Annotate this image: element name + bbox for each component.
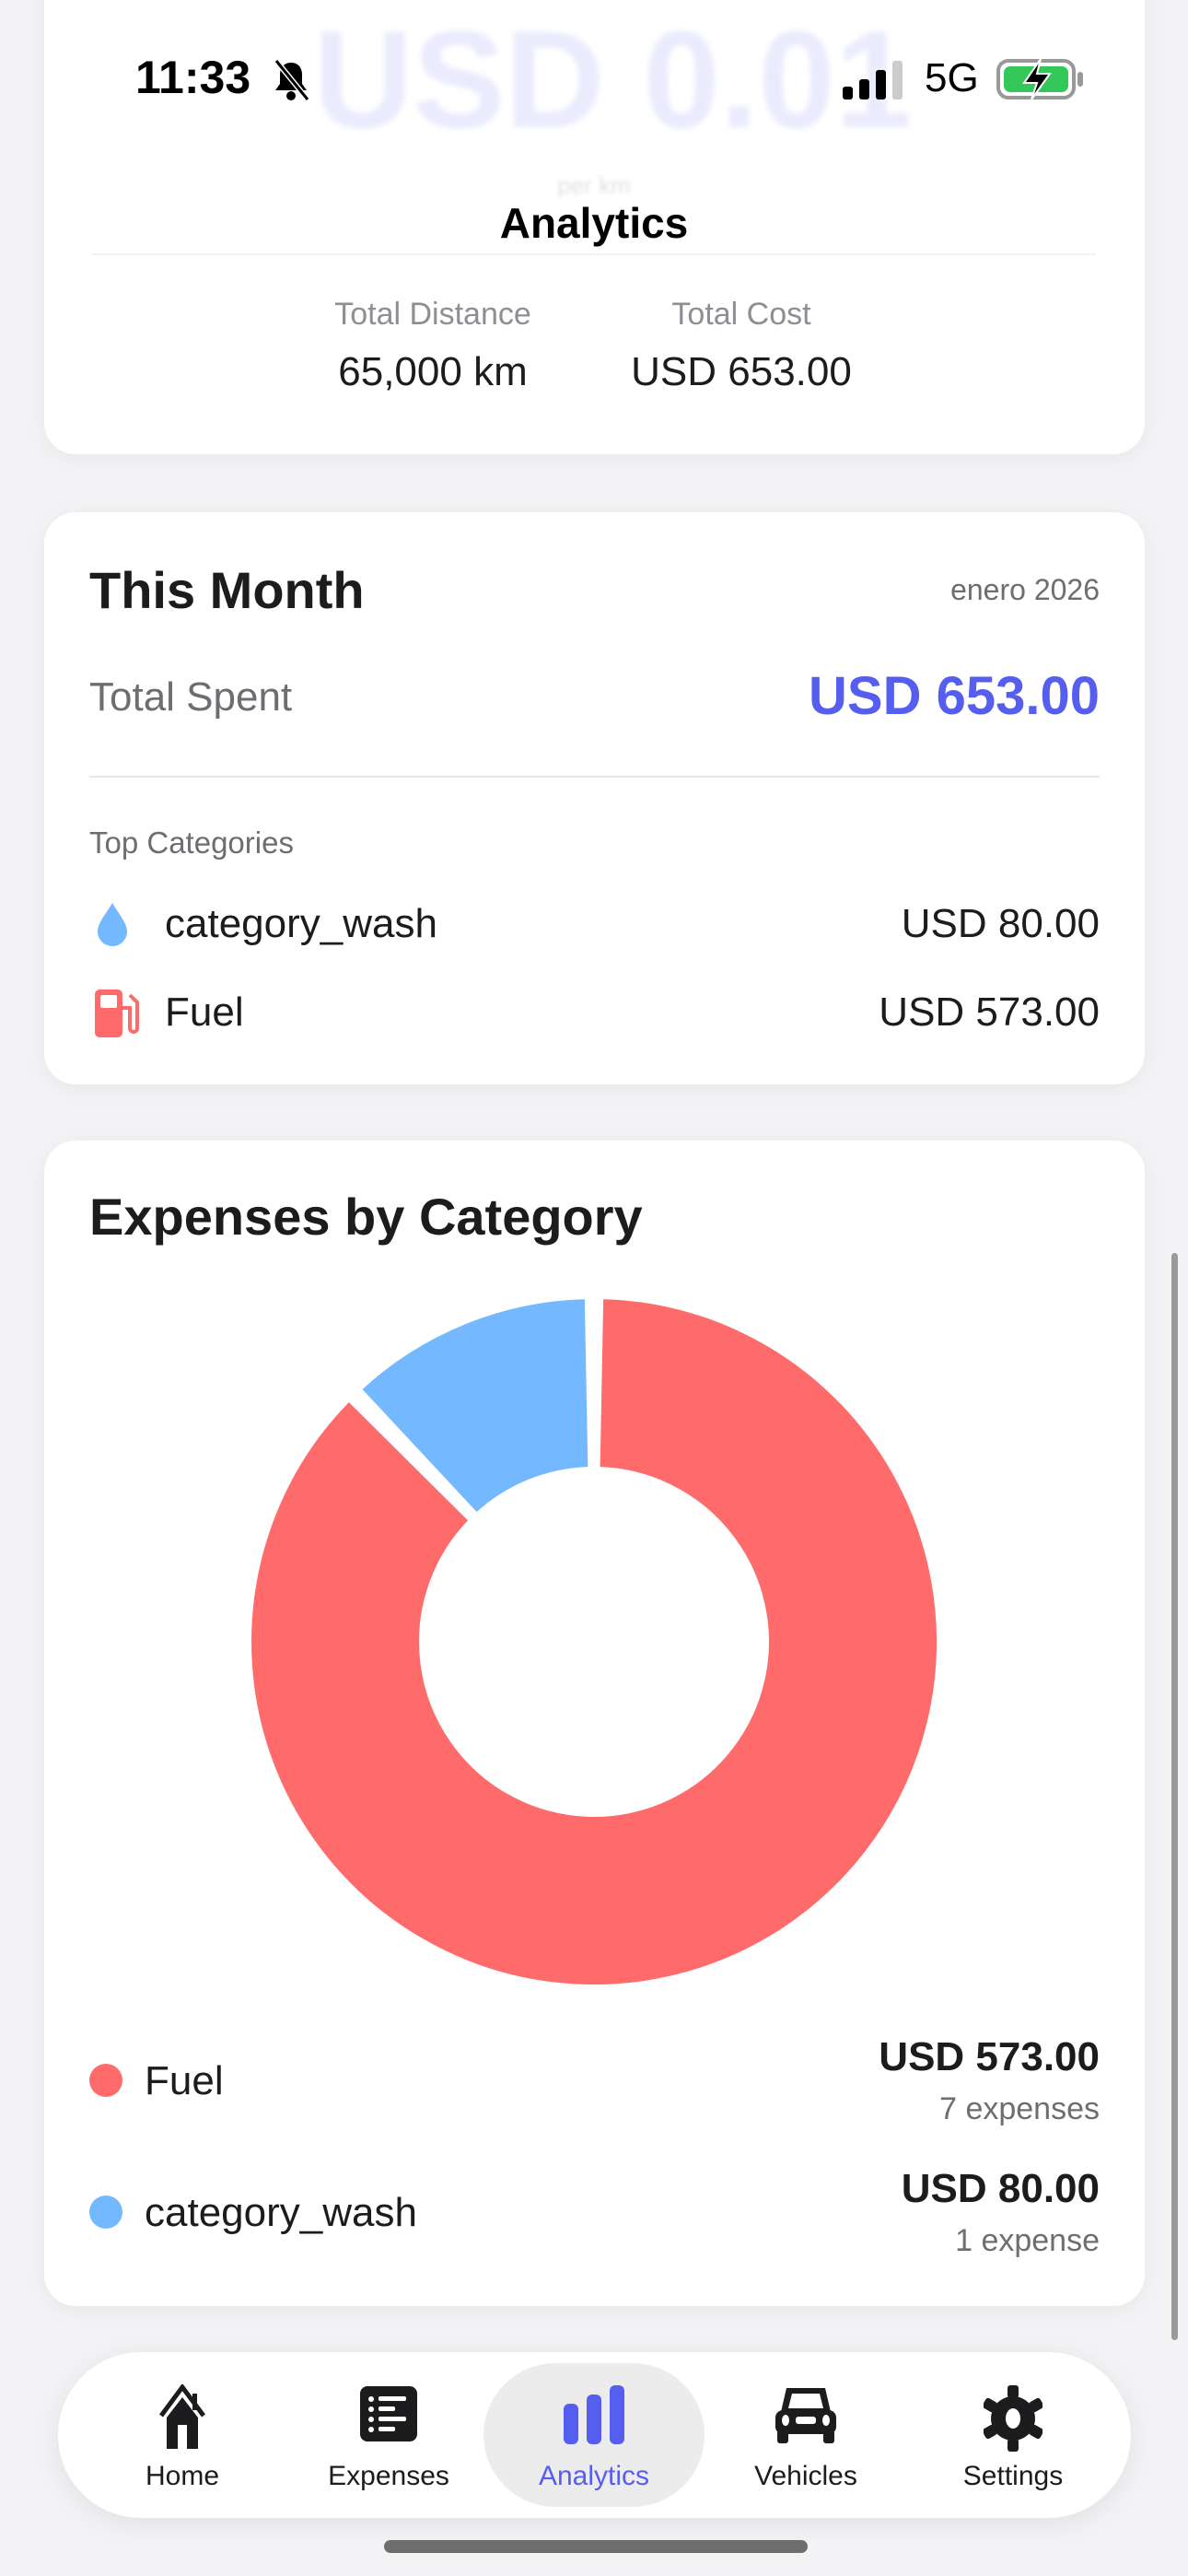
tab-label: Home	[145, 2461, 220, 2491]
ghost-cost-per-km: USD 0.01	[313, 2, 913, 157]
gear-icon	[984, 2385, 1042, 2452]
page-title: Analytics	[499, 199, 689, 247]
this-month-card: This Month enero 2026 Total Spent USD 65…	[44, 512, 1145, 1084]
ghost-unit: per km	[557, 171, 631, 199]
stat-label: Total Distance	[334, 297, 531, 332]
scrollbar[interactable]	[1171, 1253, 1178, 2340]
signal-icon	[843, 61, 903, 100]
category-row[interactable]: Fuel USD 573.00	[89, 978, 1100, 1043]
tab-vehicles[interactable]: Vehicles	[714, 2352, 898, 2518]
divider	[92, 253, 1096, 255]
category-amount: USD 573.00	[879, 989, 1100, 1035]
bell-slash-icon	[274, 59, 310, 101]
legend-swatch	[89, 2195, 122, 2229]
tab-home[interactable]: Home	[90, 2352, 274, 2518]
tab-expenses[interactable]: Expenses	[297, 2352, 481, 2518]
legend-amount: USD 80.00	[901, 2166, 1100, 2211]
period-label: enero 2026	[950, 573, 1100, 606]
category-name: category_wash	[165, 901, 437, 946]
total-spent-value: USD 653.00	[809, 666, 1100, 726]
tab-settings[interactable]: Settings	[921, 2352, 1105, 2518]
fuel-pump-icon	[95, 989, 139, 1037]
chart-title: Expenses by Category	[89, 1188, 643, 1246]
stat-value: 65,000 km	[338, 349, 528, 394]
category-row[interactable]: category_wash USD 80.00	[89, 890, 1100, 954]
category-name: Fuel	[165, 989, 244, 1035]
donut-slice-fuel[interactable]	[246, 1294, 942, 1990]
list-icon	[360, 2386, 417, 2441]
car-icon	[775, 2388, 836, 2443]
network-label: 5G	[925, 55, 979, 100]
tab-label: Settings	[962, 2461, 1064, 2491]
tab-label: Analytics	[538, 2461, 650, 2491]
summary-card	[44, 0, 1145, 454]
tab-bar: Home Expenses Analytics Vehicles Setting…	[58, 2352, 1131, 2518]
donut-chart	[246, 1294, 942, 1990]
stat-total-cost: Total Cost USD 653.00	[608, 297, 875, 395]
expenses-by-category-card: Expenses by Category Fuel USD 573.00 7 e…	[44, 1141, 1145, 2306]
legend-item-wash[interactable]: category_wash USD 80.00 1 expense	[89, 2166, 1100, 2267]
legend-amount: USD 573.00	[879, 2034, 1100, 2079]
drop-icon	[98, 903, 127, 946]
tab-label: Vehicles	[754, 2461, 857, 2491]
house-icon	[158, 2384, 206, 2449]
tab-label: Expenses	[328, 2461, 449, 2491]
stat-total-distance: Total Distance 65,000 km	[304, 297, 562, 395]
stat-value: USD 653.00	[631, 349, 852, 394]
stat-label: Total Cost	[671, 297, 811, 332]
top-categories-label: Top Categories	[89, 825, 294, 860]
total-spent-label: Total Spent	[89, 674, 293, 720]
legend-name: category_wash	[145, 2190, 417, 2235]
bar-chart-icon	[564, 2385, 624, 2444]
this-month-title: This Month	[89, 561, 365, 619]
battery-charging-icon	[996, 58, 1083, 100]
home-indicator[interactable]	[384, 2540, 808, 2553]
category-amount: USD 80.00	[901, 901, 1100, 946]
legend-name: Fuel	[145, 2058, 224, 2103]
donut-slice-category-wash[interactable]	[355, 1294, 594, 1519]
divider	[89, 776, 1100, 778]
legend-item-fuel[interactable]: Fuel USD 573.00 7 expenses	[89, 2034, 1100, 2136]
legend-swatch	[89, 2064, 122, 2097]
status-time: 11:33	[135, 52, 251, 103]
legend-count: 1 expense	[955, 2223, 1100, 2258]
tab-analytics[interactable]: Analytics	[483, 2363, 705, 2507]
legend-count: 7 expenses	[939, 2091, 1100, 2126]
